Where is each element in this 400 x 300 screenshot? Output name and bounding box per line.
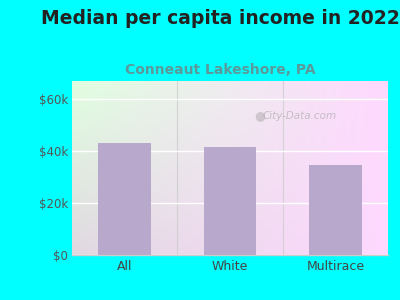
Bar	[204, 147, 256, 255]
Bar	[98, 143, 151, 255]
Text: City-Data.com: City-Data.com	[262, 111, 336, 121]
Text: ●: ●	[254, 109, 266, 122]
Text: Median per capita income in 2022: Median per capita income in 2022	[41, 9, 399, 28]
Text: Conneaut Lakeshore, PA: Conneaut Lakeshore, PA	[125, 63, 315, 77]
Bar	[309, 165, 362, 255]
